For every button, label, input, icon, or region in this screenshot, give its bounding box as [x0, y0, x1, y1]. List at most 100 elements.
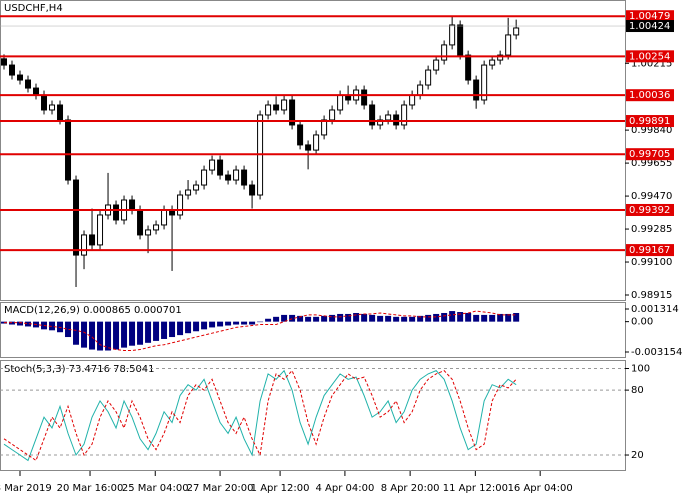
candle-body	[137, 209, 144, 236]
macd-bar	[505, 313, 512, 322]
macd-bar	[433, 313, 440, 322]
candle-body	[393, 114, 400, 126]
y-tick-label: 1.00215	[631, 58, 672, 69]
candle-body	[1, 58, 8, 66]
macd-signal	[4, 310, 517, 352]
candle-body	[177, 194, 184, 216]
candle-body	[33, 87, 40, 96]
level-label-box	[626, 50, 674, 63]
y-tick-label: 0.99840	[631, 125, 672, 136]
y-tick-label: 0.99470	[631, 191, 672, 202]
candle-body	[329, 109, 336, 121]
candle-body	[49, 104, 56, 111]
macd-bar	[393, 316, 400, 322]
candle-body	[209, 159, 216, 171]
macd-bar	[441, 312, 448, 322]
macd-bar	[153, 321, 160, 341]
candle-body	[81, 234, 88, 256]
candle-body	[281, 99, 288, 111]
macd-bar	[17, 321, 24, 326]
y-tick-label: 100	[631, 363, 650, 374]
candle-body	[361, 89, 368, 106]
macd-bar	[345, 313, 352, 322]
macd-bar	[329, 314, 336, 322]
level-label-box	[626, 203, 674, 216]
y-tick-label: 20	[631, 450, 644, 461]
candle-body	[313, 134, 320, 151]
macd-bar	[473, 314, 480, 322]
stoch-signal	[3, 369, 517, 462]
macd-bar	[25, 321, 32, 327]
macd-bar	[185, 321, 192, 334]
candle-body	[73, 179, 80, 256]
macd-bar	[113, 321, 120, 350]
y-tick-label: 0.00	[631, 317, 653, 328]
y-tick-label: 0.99100	[631, 257, 672, 268]
macd-bar	[233, 321, 240, 325]
macd-bar	[209, 321, 216, 328]
macd-bar	[169, 321, 176, 338]
candle-body	[97, 214, 104, 246]
candle-body	[321, 119, 328, 136]
level-label-box	[626, 10, 674, 23]
level-label: 0.99392	[629, 205, 670, 216]
macd-bar	[89, 321, 96, 350]
macd-bar	[9, 321, 16, 325]
macd-bar	[225, 321, 232, 326]
macd-bar	[489, 314, 496, 322]
x-tick-label: 8 Apr 20:00	[381, 483, 440, 494]
candle-body	[233, 169, 240, 181]
level-label: 1.00254	[629, 51, 670, 62]
candle-body	[385, 114, 392, 121]
candle-body	[25, 79, 32, 89]
macd-bar	[281, 314, 288, 322]
macd-bar	[497, 313, 504, 322]
candle-body	[513, 27, 520, 36]
candle-body	[417, 84, 424, 96]
candle-body	[481, 64, 488, 101]
macd-bar	[377, 315, 384, 322]
candle-body	[185, 189, 192, 196]
macd-bar	[265, 318, 272, 322]
candle-body	[217, 159, 224, 176]
candle-body	[433, 59, 440, 71]
x-tick-label: 1 Apr 12:00	[251, 483, 310, 494]
macd-bar	[273, 316, 280, 322]
candle-body	[241, 169, 248, 186]
y-tick-label: 0.99285	[631, 224, 672, 235]
y-tick-label: 80	[631, 385, 644, 396]
macd-bar	[313, 316, 320, 322]
macd-bar	[401, 316, 408, 322]
macd-bar	[249, 321, 256, 325]
macd-bar	[321, 315, 328, 322]
candle-body	[369, 104, 376, 126]
candle-body	[129, 199, 136, 211]
candle-body	[377, 119, 384, 126]
macd-bar	[289, 314, 296, 322]
stoch-title: Stoch(5,3,3) 73.4716 78.5041	[4, 364, 155, 375]
macd-bar	[297, 315, 304, 322]
x-tick-label: 16 Apr 04:00	[508, 483, 573, 494]
macd-bar	[97, 321, 104, 351]
level-label: 1.00036	[629, 90, 670, 101]
y-tick-label: 0.98915	[631, 290, 672, 301]
candle-body	[9, 64, 16, 76]
macd-bar	[513, 312, 520, 322]
candle-body	[17, 74, 24, 81]
x-tick-label: 25 Mar 04:00	[122, 483, 189, 494]
macd-bar	[49, 321, 56, 331]
macd-bar	[353, 312, 360, 322]
macd-bar	[161, 321, 168, 339]
candle-body	[337, 94, 344, 111]
candle-body	[489, 59, 496, 66]
candle-body	[473, 79, 480, 101]
price-panel	[0, 0, 626, 301]
candle-body	[201, 169, 208, 186]
candle-body	[193, 184, 200, 191]
macd-bar	[385, 315, 392, 322]
candle-body	[265, 104, 272, 116]
macd-bar	[305, 316, 312, 322]
level-label-box	[626, 115, 674, 128]
macd-bar	[457, 312, 464, 322]
